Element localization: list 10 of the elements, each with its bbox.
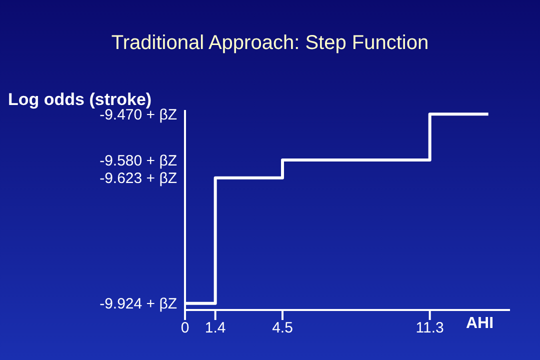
y-axis-title: Log odds (stroke) [8,90,152,109]
y-tick-label: -9.924 + βZ [100,296,177,313]
x-tick-label: 1.4 [204,320,226,337]
x-tick-label: 0 [180,320,190,337]
x-tick-label: 11.3 [416,320,444,337]
y-tick-label: -9.580 + βZ [100,152,177,170]
x-axis-title: AHI [466,315,494,333]
y-tick-label: -9.623 + βZ [100,170,177,188]
x-tick-label: 4.5 [272,320,293,337]
chart-title: Traditional Approach: Step Function [110,32,430,55]
